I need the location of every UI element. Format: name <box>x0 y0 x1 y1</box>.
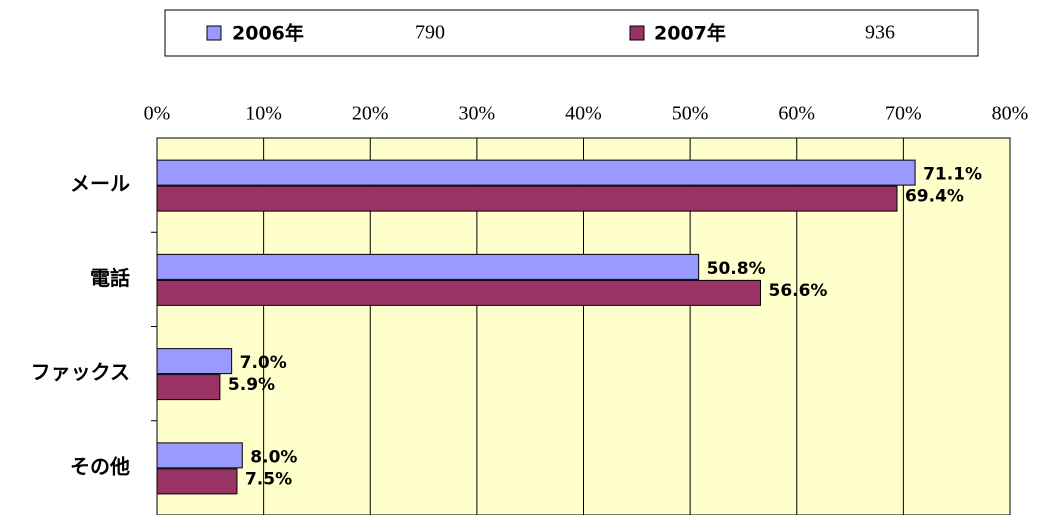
legend-box <box>164 9 979 57</box>
y-tick-label: その他 <box>70 454 130 478</box>
legend-swatch <box>629 25 645 41</box>
legend-count: 936 <box>865 22 895 44</box>
x-tick-label: 70% <box>885 103 922 125</box>
bar <box>156 253 700 280</box>
value-label: 7.5% <box>245 469 292 489</box>
legend-label: 2007年 <box>654 22 726 45</box>
y-tick-label: ファックス <box>31 360 130 384</box>
x-tick-label: 10% <box>245 103 282 125</box>
x-tick-label: 40% <box>565 103 602 125</box>
x-tick-label: 20% <box>352 103 389 125</box>
value-label: 8.0% <box>250 447 297 467</box>
value-label: 5.9% <box>228 375 275 395</box>
bar <box>156 279 761 306</box>
value-label: 56.6% <box>768 281 827 301</box>
y-tick-label: メール <box>70 172 130 196</box>
legend-label: 2006年 <box>232 22 304 45</box>
x-tick-label: 60% <box>778 103 815 125</box>
y-tick-label: 電話 <box>90 266 130 290</box>
x-tick-label: 80% <box>992 103 1029 125</box>
value-label: 50.8% <box>707 259 766 279</box>
legend-swatch <box>206 25 222 41</box>
bar <box>156 468 238 495</box>
bar <box>156 185 898 212</box>
value-label: 71.1% <box>923 165 982 185</box>
bar <box>156 442 243 469</box>
bar <box>156 348 233 375</box>
value-label: 69.4% <box>905 187 964 207</box>
x-tick-label: 50% <box>672 103 709 125</box>
bar <box>156 159 916 186</box>
value-label: 7.0% <box>240 353 287 373</box>
x-tick-label: 0% <box>144 103 171 125</box>
legend-count: 790 <box>415 22 445 44</box>
bar <box>156 374 221 401</box>
x-tick-label: 30% <box>459 103 496 125</box>
